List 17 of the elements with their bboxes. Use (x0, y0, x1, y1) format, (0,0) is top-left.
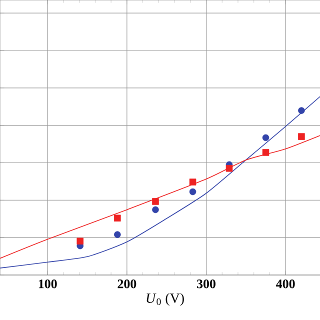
x-axis-title: U$_{0}$ (V) (146, 293, 184, 306)
x-tick-label: 200 (118, 280, 136, 288)
x-tick-label: 400 (276, 280, 295, 288)
point (114, 214, 121, 222)
x-tick-label: 100 (38, 280, 57, 288)
point (262, 149, 270, 156)
point (152, 198, 159, 205)
point (189, 178, 196, 186)
x-tick-label: 300 (197, 280, 216, 288)
point (152, 206, 159, 214)
point (298, 107, 305, 114)
point (298, 133, 305, 140)
point (189, 188, 196, 196)
point (76, 238, 84, 245)
point (262, 134, 270, 142)
point (226, 164, 233, 172)
point (114, 231, 121, 238)
